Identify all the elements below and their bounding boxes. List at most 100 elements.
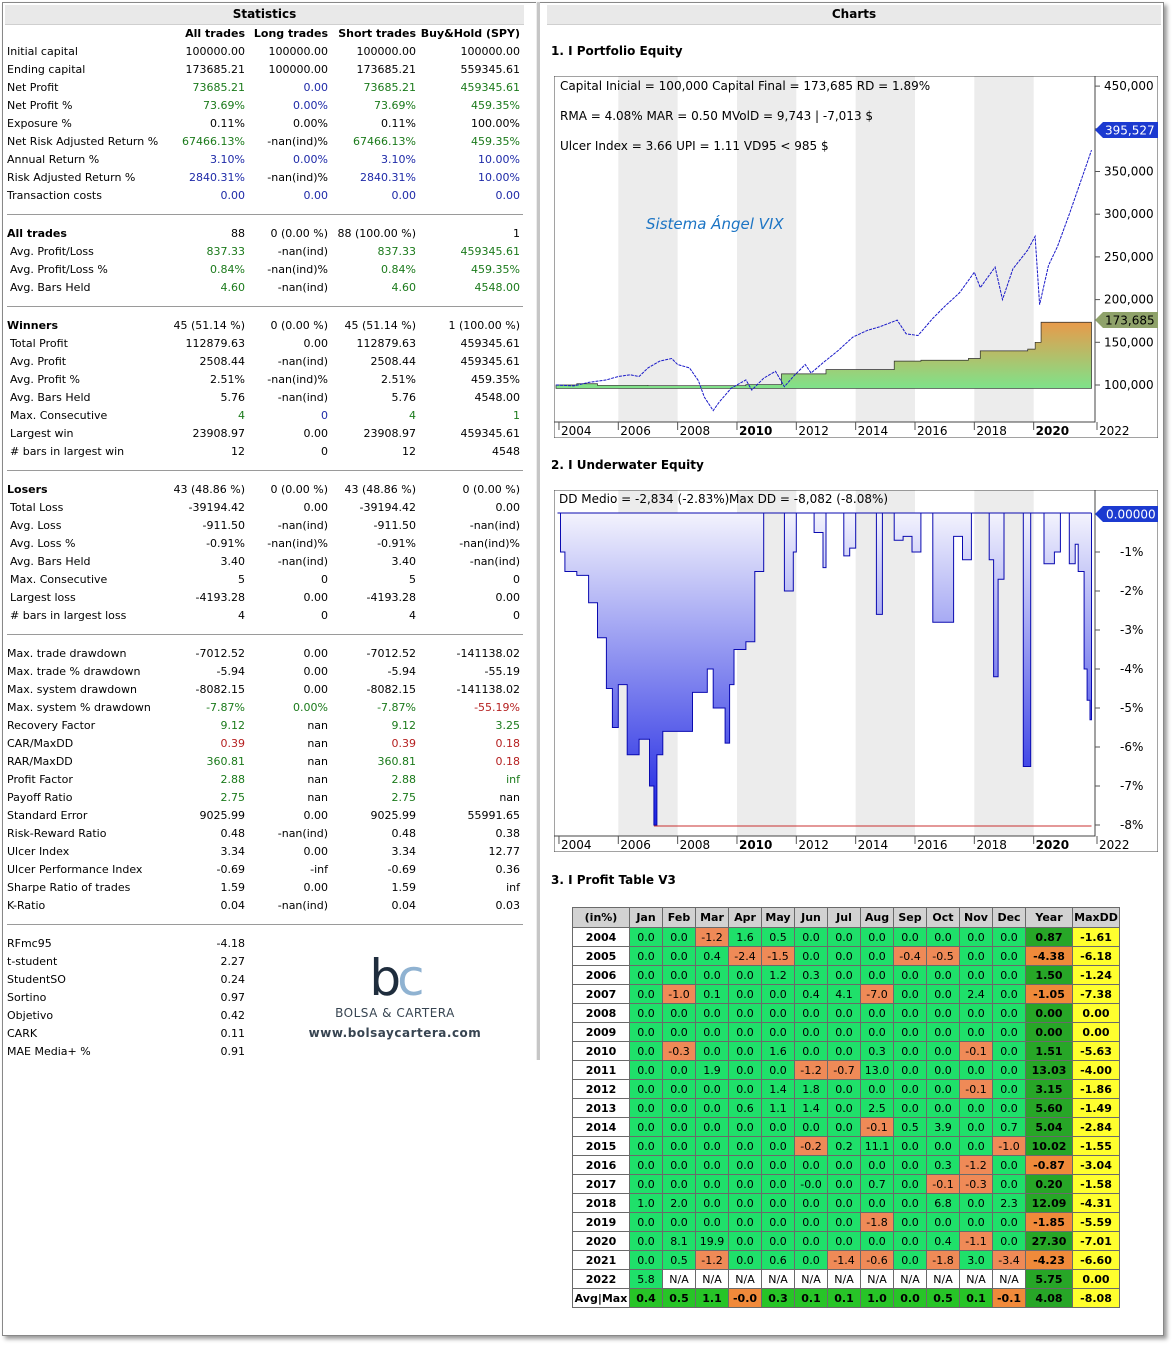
- profit-table-row: 2020 0.0 8.1 19.9 0.0 0.0 0.0 0.0 0.0 0.0 0.4 -1.1 0…: [572, 1231, 1120, 1251]
- equity-line: [555, 149, 1092, 412]
- month-return-cell: 0.0: [959, 927, 993, 947]
- month-return-cell: 0.0: [629, 1212, 663, 1232]
- y-tick-label: -6%: [1120, 740, 1143, 754]
- month-return-cell: 0.0: [629, 1155, 663, 1175]
- month-return-cell: 0.0: [926, 984, 960, 1004]
- stat-value: 3.10%: [210, 153, 245, 166]
- underwater-last-value-flag: 0.00000: [1095, 506, 1158, 522]
- column-header: All trades: [185, 27, 245, 40]
- stat-value: 2.88: [220, 773, 246, 786]
- max-dd-cell: -1.58: [1072, 1174, 1120, 1194]
- stat-value: -911.50: [373, 519, 416, 532]
- stat-value: 5.76: [220, 391, 246, 404]
- month-return-cell: N/A: [860, 1269, 894, 1289]
- month-return-cell: 0.0: [662, 1155, 696, 1175]
- stat-value: 0.00: [303, 337, 329, 350]
- stat-label: Profit Factor: [7, 773, 73, 786]
- month-return-cell: 0.0: [629, 1041, 663, 1061]
- month-return-cell: 0.4: [926, 1231, 960, 1251]
- month-return-cell: -1.1: [959, 1231, 993, 1251]
- stat-row: Total Loss -39194.42 0.00 -39194.42 0.00: [7, 499, 524, 517]
- panel-splitter[interactable]: [536, 2, 540, 1060]
- stat-value: 9025.99: [199, 809, 246, 822]
- year-return-cell: 0.00: [1025, 1003, 1073, 1023]
- month-return-cell: -0.6: [860, 1250, 894, 1270]
- month-return-cell: 0.4: [629, 1288, 663, 1308]
- stat-value: 3.25: [495, 719, 521, 732]
- month-return-cell: 0.0: [992, 1174, 1026, 1194]
- stat-label: Max. system drawdown: [7, 683, 137, 696]
- stat-value: 67466.13%: [182, 135, 245, 148]
- month-return-cell: N/A: [893, 1269, 927, 1289]
- month-return-cell: 0.0: [794, 1022, 828, 1042]
- month-return-cell: -1.0: [992, 1136, 1026, 1156]
- stat-value: -nan(ind): [277, 899, 328, 912]
- month-return-cell: 0.0: [992, 1060, 1026, 1080]
- month-return-cell: 0.0: [827, 1231, 861, 1251]
- stat-value: 1.59: [391, 881, 417, 894]
- month-return-cell: 0.0: [959, 1022, 993, 1042]
- month-return-cell: -1.0: [662, 984, 696, 1004]
- year-return-cell: 4.08: [1025, 1288, 1073, 1308]
- x-tick-label: 2004: [561, 424, 592, 438]
- month-return-cell: 0.0: [794, 1041, 828, 1061]
- stat-value: -0.69: [216, 863, 245, 876]
- stat-label: K-Ratio: [7, 899, 46, 912]
- month-return-cell: -0.1: [926, 1174, 960, 1194]
- month-return-cell: 2.3: [992, 1193, 1026, 1213]
- stat-value: -0.91%: [377, 537, 416, 550]
- month-return-cell: 0.0: [794, 1250, 828, 1270]
- stat-label: Initial capital: [7, 45, 78, 58]
- stat-value: 0.00: [303, 591, 329, 604]
- stat-value: -nan(ind)%: [459, 537, 520, 550]
- stat-value: 459.35%: [471, 263, 520, 276]
- profit-table-header: Sep: [893, 907, 927, 928]
- month-return-cell: N/A: [992, 1269, 1026, 1289]
- max-dd-cell: -5.63: [1072, 1041, 1120, 1061]
- month-return-cell: 0.0: [926, 1079, 960, 1099]
- profit-table-title: 3. I Profit Table V3: [551, 873, 676, 887]
- stat-label: StudentSO: [7, 973, 66, 986]
- stat-value: 45 (51.14 %): [173, 319, 245, 332]
- month-return-cell: 0.1: [827, 1288, 861, 1308]
- year-return-cell: 12.09: [1025, 1193, 1073, 1213]
- stat-label: Objetivo: [7, 1009, 54, 1022]
- year-cell: Avg|Max: [572, 1288, 630, 1308]
- month-return-cell: 0.0: [860, 1079, 894, 1099]
- stat-value: 0.39: [391, 737, 417, 750]
- month-return-cell: 0.3: [794, 965, 828, 985]
- stat-row: Net Profit % 73.69% 0.00% 73.69% 459.35%: [7, 97, 524, 115]
- stat-value: inf: [506, 881, 520, 894]
- month-return-cell: 1.8: [794, 1079, 828, 1099]
- stat-value: -5.94: [216, 665, 245, 678]
- stat-value: 3.34: [391, 845, 417, 858]
- month-return-cell: 0.0: [827, 965, 861, 985]
- stat-label: RAR/MaxDD: [7, 755, 73, 768]
- month-return-cell: 0.0: [794, 1212, 828, 1232]
- month-return-cell: 0.0: [629, 1250, 663, 1270]
- year-return-cell: -0.87: [1025, 1155, 1073, 1175]
- stat-value: -0.69: [387, 863, 416, 876]
- month-return-cell: 0.0: [629, 984, 663, 1004]
- month-return-cell: 0.3: [860, 1041, 894, 1061]
- column-header: Buy&Hold (SPY): [420, 27, 520, 40]
- stat-label: Risk-Reward Ratio: [7, 827, 107, 840]
- stat-value: 0: [513, 609, 520, 622]
- month-return-cell: 0.0: [728, 984, 762, 1004]
- month-return-cell: 0.0: [794, 1117, 828, 1137]
- equity-last-value-flag: 395,527: [1095, 122, 1158, 138]
- stat-value: 0.00: [303, 665, 329, 678]
- stat-value: 88: [231, 227, 245, 240]
- month-return-cell: 2.0: [662, 1193, 696, 1213]
- stat-row: # bars in largest loss 4 0 4 0: [7, 607, 524, 625]
- month-return-cell: -1.4: [827, 1250, 861, 1270]
- stat-value: 0.11: [220, 1027, 246, 1040]
- month-return-cell: 0.4: [695, 946, 729, 966]
- underwater-chart-title: 2. I Underwater Equity: [551, 458, 704, 472]
- stat-value: 0: [321, 609, 328, 622]
- stat-value: 2508.44: [370, 355, 417, 368]
- profit-table-header: Mar: [695, 907, 729, 928]
- month-return-cell: 0.0: [860, 1155, 894, 1175]
- stat-value: 837.33: [377, 245, 417, 258]
- month-return-cell: 0.0: [926, 1041, 960, 1061]
